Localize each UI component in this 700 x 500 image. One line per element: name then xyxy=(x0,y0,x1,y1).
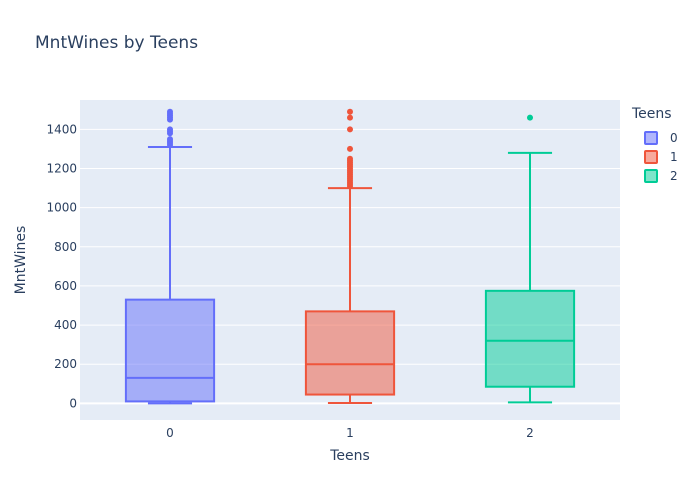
y-tick-label: 0 xyxy=(69,396,77,410)
outlier-point xyxy=(167,108,173,115)
y-tick-label: 800 xyxy=(54,240,77,254)
legend-label: 0 xyxy=(670,131,678,145)
y-tick-label: 1200 xyxy=(46,162,77,176)
y-tick-label: 200 xyxy=(54,357,77,371)
y-tick-label: 1000 xyxy=(46,201,77,215)
legend-swatch xyxy=(644,150,658,164)
outlier-point xyxy=(347,114,353,121)
chart-title: MntWines by Teens xyxy=(35,33,199,53)
legend-label: 1 xyxy=(670,150,678,164)
outlier-point xyxy=(527,114,533,121)
x-tick-label: 1 xyxy=(346,426,354,440)
x-tick-label: 0 xyxy=(166,426,174,440)
outlier-point xyxy=(347,108,353,115)
outlier-point xyxy=(167,136,173,143)
box-iqr xyxy=(304,310,396,396)
box-iqr xyxy=(484,289,576,388)
x-tick-label: 2 xyxy=(526,426,534,440)
legend-swatch xyxy=(644,131,658,145)
outlier-point xyxy=(347,155,353,162)
box-iqr xyxy=(124,298,216,403)
y-axis-title: MntWines xyxy=(13,226,29,295)
outlier-point xyxy=(347,126,353,133)
outlier-point xyxy=(167,126,173,133)
x-axis-title: Teens xyxy=(329,448,370,464)
y-tick-label: 400 xyxy=(54,318,77,332)
legend-swatch xyxy=(644,169,658,183)
y-tick-label: 1400 xyxy=(46,122,77,136)
y-tick-label: 600 xyxy=(54,279,77,293)
legend-title: Teens xyxy=(631,106,672,122)
outlier-point xyxy=(347,145,353,152)
legend-label: 2 xyxy=(670,169,678,183)
